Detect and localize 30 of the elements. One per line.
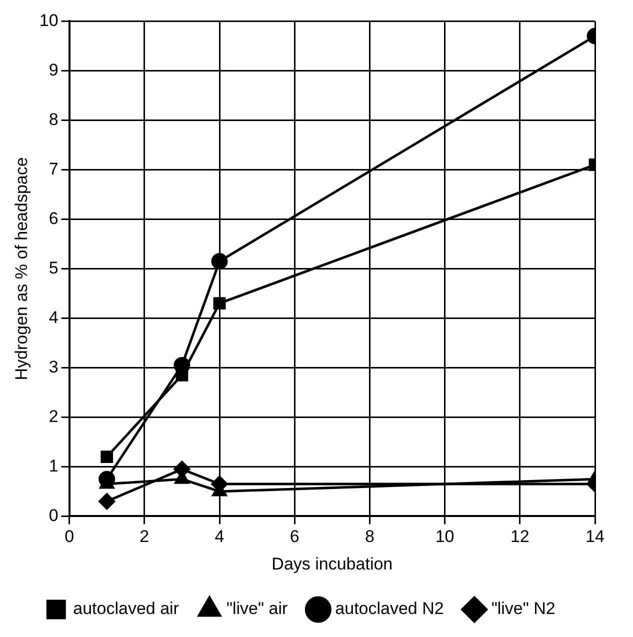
y-tick-label: 4	[48, 308, 58, 327]
point	[98, 493, 116, 510]
y-tick-label: 6	[48, 208, 58, 228]
y-axis-title: Hydrogen as % of headspace	[12, 157, 31, 380]
point	[100, 450, 114, 463]
y-tick-label: 8	[48, 110, 58, 129]
point	[211, 253, 228, 270]
legend-label: "live" N2	[491, 599, 556, 618]
x-tick-label: 12	[510, 527, 530, 546]
x-tick-label: 6	[290, 527, 300, 546]
x-tick-label: 14	[586, 527, 604, 546]
y-tick-label: 7	[48, 159, 58, 178]
y-tick-label: 3	[48, 357, 58, 376]
y-tick-label: 9	[48, 60, 58, 80]
y-tick-label: 1	[48, 456, 58, 476]
x-tick-label: 4	[214, 527, 224, 546]
y-tick-label: 2	[48, 406, 58, 426]
y-tick-label: 0	[48, 506, 58, 525]
x-tick-label: 0	[64, 527, 74, 546]
legend-label: autoclaved N2	[335, 599, 444, 618]
y-tick-label: 10	[39, 10, 58, 30]
x-tick-label: 10	[435, 527, 454, 546]
x-axis-title: Days incubation	[272, 554, 393, 574]
legend-label: "live" air	[226, 599, 288, 618]
legend-label: autoclaved air	[73, 599, 180, 618]
point	[213, 297, 226, 310]
x-tick-label: 8	[364, 527, 374, 546]
y-tick-label: 5	[48, 258, 58, 278]
point	[176, 368, 188, 382]
x-tick-label: 2	[140, 527, 150, 546]
